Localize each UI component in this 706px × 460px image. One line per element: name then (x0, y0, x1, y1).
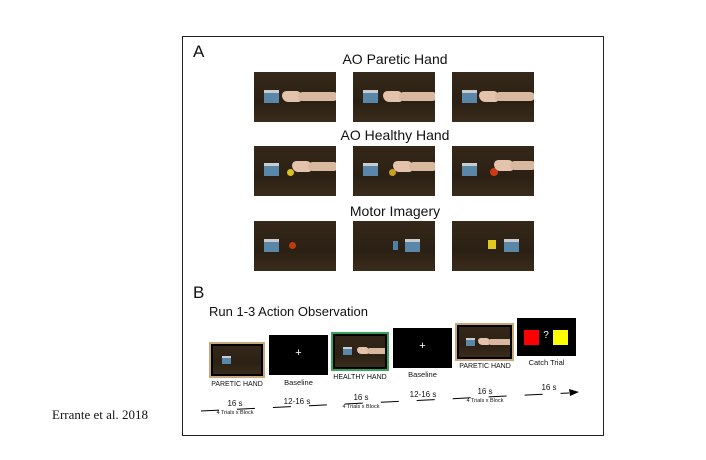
stimulus-paretic-2 (455, 323, 514, 361)
photo-paretic-3 (452, 72, 534, 122)
panel-a-letter: A (193, 42, 205, 61)
figure-panel: A AO Paretic Hand AO Healthy Hand (182, 36, 604, 436)
caption-baseline-2: Baseline (408, 370, 437, 379)
timeline-duration-3: 16 s (353, 393, 369, 402)
timeline-arrowhead (569, 389, 579, 396)
caption-baseline-1: Baseline (284, 378, 313, 387)
timeline-duration-2: 12-16 s (283, 397, 311, 406)
timeline-sub-1: 4 Trials x Block (216, 410, 254, 416)
timeline-duration-5: 16 s (477, 387, 493, 396)
timeline-duration-6: 16 s (541, 383, 557, 392)
row-title-paretic: AO Paretic Hand (342, 51, 448, 67)
fixation-cross: + (419, 340, 426, 352)
photo-imagery-3 (452, 221, 534, 271)
stimulus-baseline-1: + (269, 335, 328, 375)
timeline-sub-3: 4 Trials x Block (342, 404, 380, 410)
photo-imagery-1 (254, 221, 336, 271)
question-mark: ? (543, 330, 549, 341)
stimulus-healthy (331, 332, 389, 371)
photo-paretic-2 (353, 72, 435, 122)
caption-paretic-1: PARETIC HAND (211, 381, 263, 388)
caption-catch-trial: Catch Trial (528, 358, 565, 367)
red-square (524, 330, 539, 345)
yellow-square (553, 330, 568, 345)
timeline-duration-4: 12-16 s (409, 390, 437, 399)
timeline-line (200, 389, 579, 412)
run-title: Run 1-3 Action Observation (209, 304, 368, 319)
photo-healthy-2 (353, 146, 435, 196)
fixation-cross: + (295, 347, 302, 359)
panel-b-letter: B (193, 283, 205, 302)
caption-healthy: HEALTHY HAND (333, 374, 387, 381)
stimulus-catch-trial: ? (517, 318, 576, 356)
photo-healthy-1 (254, 146, 336, 196)
photo-imagery-2 (353, 221, 435, 271)
citation-text: Errante et al. 2018 (52, 407, 149, 422)
photo-healthy-3 (452, 146, 534, 196)
row-title-healthy: AO Healthy Hand (340, 127, 450, 143)
row-title-imagery: Motor Imagery (349, 203, 441, 219)
timeline-sub-5: 4 Trials x Block (466, 398, 504, 404)
caption-paretic-2: PARETIC HAND (459, 363, 511, 370)
timeline-duration-1: 16 s (227, 399, 243, 408)
photo-paretic-1 (254, 72, 336, 122)
stimulus-paretic-1 (209, 342, 265, 378)
stimulus-baseline-2: + (393, 328, 452, 368)
